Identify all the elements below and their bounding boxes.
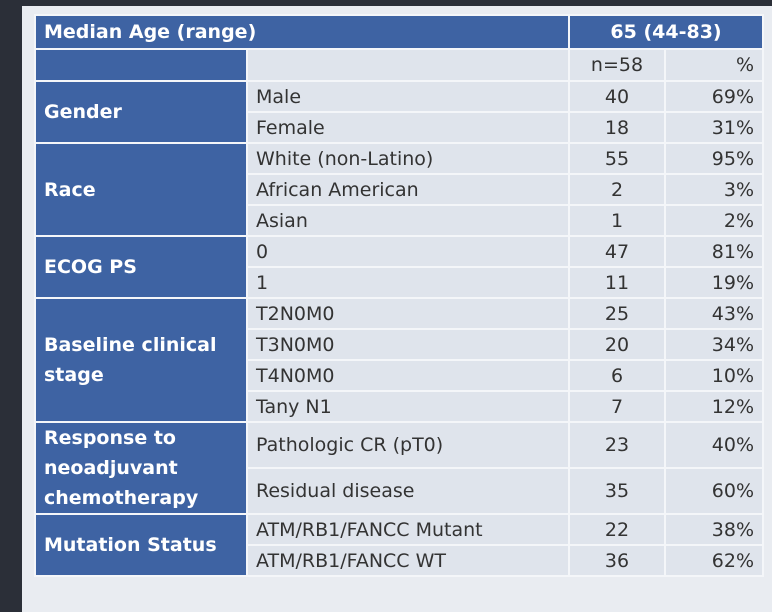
group-label: Gender [34, 80, 248, 144]
row-label: ATM/RB1/FANCC WT [246, 544, 570, 577]
n-value: 20 [568, 328, 666, 361]
header-label: Median Age (range) [34, 14, 570, 50]
pct-value: 34% [663, 328, 765, 361]
subheader-row: n=58 % [34, 48, 765, 82]
data-row: 1 11 19% [35, 266, 765, 299]
row-label: ATM/RB1/FANCC Mutant [246, 513, 570, 546]
pct-value: 69% [663, 80, 765, 113]
n-value: 40 [568, 80, 666, 113]
row-label: Female [246, 111, 570, 144]
n-value: 1 [568, 204, 666, 237]
pct-value: 10% [663, 359, 765, 392]
data-row: Race White (non-Latino) 55 95% [34, 142, 765, 237]
data-row: T3N0M0 20 34% [35, 328, 765, 361]
row-label: White (non-Latino) [246, 142, 570, 175]
table-body: Median Age (range) 65 (44-83) n=58 % Gen… [34, 14, 765, 577]
pct-value: 62% [663, 544, 765, 577]
data-row: Tany N1 7 12% [35, 390, 765, 423]
n-value: 23 [568, 421, 666, 469]
data-row: Gender Male 40 69% [34, 80, 765, 144]
pct-value: 38% [663, 513, 765, 546]
n-value: 7 [568, 390, 666, 423]
n-header: n=58 [568, 48, 666, 82]
group-label: ECOG PS [34, 235, 248, 299]
pct-header: % [663, 48, 765, 82]
data-row: Mutation Status ATM/RB1/FANCC Mutant 22 38% [34, 513, 765, 577]
data-row: Residual disease 35 60% [35, 467, 765, 515]
n-value: 22 [568, 513, 666, 546]
n-value: 25 [568, 297, 666, 330]
row-label: Tany N1 [246, 390, 570, 423]
empty-cell [246, 48, 570, 82]
group-label: Baseline clinical stage [34, 297, 248, 423]
pct-value: 40% [663, 421, 765, 469]
pct-value: 95% [663, 142, 765, 175]
n-value: 55 [568, 142, 666, 175]
n-value: 11 [568, 266, 666, 299]
group-label: Mutation Status [34, 513, 248, 577]
data-row: Response to neoadjuvant chemotherapy Path… [34, 421, 765, 515]
empty-cell [34, 48, 248, 82]
row-label: Asian [246, 204, 570, 237]
pct-value: 3% [663, 173, 765, 206]
pct-value: 2% [663, 204, 765, 237]
row-label: Male [246, 80, 570, 113]
n-value: 18 [568, 111, 666, 144]
n-value: 47 [568, 235, 666, 268]
data-row: Baseline clinical stage T2N0M0 25 43% [34, 297, 765, 423]
data-row: T4N0M0 6 10% [35, 359, 765, 392]
pct-value: 81% [663, 235, 765, 268]
n-value: 36 [568, 544, 666, 577]
data-row: ATM/RB1/FANCC WT 36 62% [35, 544, 765, 577]
row-label: T3N0M0 [246, 328, 570, 361]
row-label: African American [246, 173, 570, 206]
data-row: African American 2 3% [35, 173, 765, 206]
data-row: Female 18 31% [35, 111, 765, 144]
data-row: ECOG PS 0 47 81% [34, 235, 765, 299]
group-label: Race [34, 142, 248, 237]
n-value: 2 [568, 173, 666, 206]
n-value: 35 [568, 467, 666, 515]
pct-value: 12% [663, 390, 765, 423]
row-label: Pathologic CR (pT0) [246, 421, 570, 469]
data-row: Asian 1 2% [35, 204, 765, 237]
group-label: Response to neoadjuvant chemotherapy [34, 421, 248, 515]
header-row: Median Age (range) 65 (44-83) [34, 14, 765, 50]
row-label: Residual disease [246, 467, 570, 515]
row-label: 0 [246, 235, 570, 268]
n-value: 6 [568, 359, 666, 392]
row-label: 1 [246, 266, 570, 299]
pct-value: 19% [663, 266, 765, 299]
header-value: 65 (44-83) [567, 14, 765, 50]
pct-value: 31% [663, 111, 765, 144]
row-label: T4N0M0 [246, 359, 570, 392]
characteristics-table: Median Age (range) 65 (44-83) n=58 % Gen… [34, 14, 765, 577]
pct-value: 60% [663, 467, 765, 515]
pct-value: 43% [663, 297, 765, 330]
row-label: T2N0M0 [246, 297, 570, 330]
